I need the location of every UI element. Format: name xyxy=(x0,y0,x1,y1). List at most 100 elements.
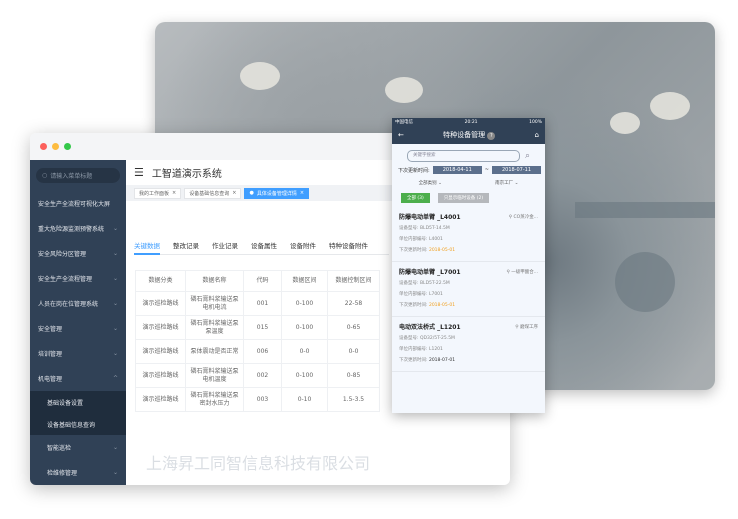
equipment-card[interactable]: 电动双法桥式 _L1201 ⚲ 磨煤工序 设备型号: QD32/5T-25.5M … xyxy=(392,317,545,372)
column-header: 代码 xyxy=(243,270,282,292)
table-cell: 0-100 xyxy=(281,363,328,388)
content-tab[interactable]: 整改记录 xyxy=(173,242,199,250)
table-cell: 0-0 xyxy=(327,339,380,364)
table-cell: 22-58 xyxy=(327,291,380,316)
table-cell: 演示巡检路线 xyxy=(135,387,186,412)
screen-title: 特种设备管理 xyxy=(443,131,486,139)
minimize-dot[interactable] xyxy=(52,143,59,150)
close-dot[interactable] xyxy=(40,143,47,150)
date-to[interactable]: 2018-07-11 xyxy=(491,166,542,174)
sidebar-item[interactable]: 机电管理 ^ xyxy=(38,375,118,383)
data-table: 数据分类 数据名称 代码 数据区间 数据控制区间 演示巡检路线 磷石膏料浆输送泵电机电流 00… xyxy=(135,270,380,412)
chevron-down-icon: ⌄ xyxy=(112,469,118,476)
table-row[interactable]: 演示巡检路线 磷石膏料浆输送泵密封水压力 003 0-10 1.5-3.5 xyxy=(135,387,380,412)
sidebar-item[interactable]: 智能巡检 ⌄ xyxy=(47,444,118,452)
column-header: 数据控制区间 xyxy=(327,270,380,292)
hamburger-icon[interactable]: ☰ xyxy=(134,166,144,179)
temporary-only-button[interactable]: 只显示临时设备 (2) xyxy=(437,193,490,203)
table-row[interactable]: 演示巡检路线 磷石膏料浆输送泵电机温度 002 0-100 0-85 xyxy=(135,363,380,388)
close-icon[interactable]: × xyxy=(172,190,177,196)
chevron-up-icon: ^ xyxy=(112,375,118,382)
search-icon: ○ xyxy=(42,172,48,179)
chevron-down-icon: ⌄ xyxy=(112,325,118,332)
search-icon[interactable]: ⌕ xyxy=(525,151,531,161)
table-cell: 磷石膏料浆输送泵电机温度 xyxy=(185,363,244,388)
table-cell: 演示巡检路线 xyxy=(135,363,186,388)
content-tabs: 关键数据 整改记录 作业记录 设备属性 设备附件 特种设备附件 xyxy=(134,240,389,255)
open-tab[interactable]: ● 具体设备管理详情 × xyxy=(244,187,310,199)
location-pin-icon: ⚲ xyxy=(506,270,510,275)
column-header: 数据区间 xyxy=(281,270,328,292)
equipment-card[interactable]: 防爆电动单臂 _L4001 ⚲ CO蒸冷金... 设备型号: BLD5T-14.5… xyxy=(392,207,545,262)
chevron-down-icon: ⌄ xyxy=(112,350,118,357)
close-icon[interactable]: × xyxy=(299,190,305,196)
menu-search-input[interactable]: ○ 请输入菜单标题 xyxy=(36,168,120,183)
equipment-name: 防爆电动单臂 _L4001 xyxy=(399,214,461,221)
table-cell: 0-10 xyxy=(281,387,328,412)
sidebar-subitem[interactable]: 基础设备设置 xyxy=(30,391,126,413)
column-header: 数据名称 xyxy=(185,270,244,292)
table-cell: 演示巡检路线 xyxy=(135,291,186,316)
all-button[interactable]: 全部 (3) xyxy=(401,193,430,203)
status-bar: 中国电信 20:21 100% xyxy=(392,118,545,126)
maximize-dot[interactable] xyxy=(64,143,71,150)
table-cell: 002 xyxy=(243,363,282,388)
sidebar-item[interactable]: 人员在岗在位管理系统 ⌄ xyxy=(38,300,118,308)
column-header: 数据分类 xyxy=(135,270,186,292)
desktop-window: ○ 请输入菜单标题 安全生产全流程可视化大屏 重大危险源监测预警系统 ⌄ 安全风险分区管… xyxy=(30,133,510,485)
table-cell: 磷石膏料浆输送泵密封水压力 xyxy=(185,387,244,412)
main-area: ☰ 工智道演示系统 我的工作面板 × 设备基础信息查询 × ● 具体设备管理详情 × 关键数据… xyxy=(126,160,510,485)
chevron-down-icon: ⌄ xyxy=(112,225,118,232)
nav-bar: ← 特种设备管理 ? ⌂ xyxy=(392,126,545,144)
help-icon[interactable]: ? xyxy=(487,132,496,140)
back-arrow-icon[interactable]: ← xyxy=(398,131,404,139)
open-tab[interactable]: 我的工作面板 × xyxy=(134,187,182,199)
type-filter[interactable]: 全部类别 ⌄ xyxy=(418,181,442,186)
open-tab[interactable]: 设备基础信息查询 × xyxy=(184,187,242,199)
chevron-down-icon: ⌄ xyxy=(112,300,118,307)
content-tab[interactable]: 设备附件 xyxy=(290,242,316,250)
keyword-search-input[interactable]: 关键字搜索 xyxy=(407,150,520,162)
date-from[interactable]: 2018-04-11 xyxy=(432,166,482,174)
table-row[interactable]: 演示巡检路线 泵体震动是否正常 006 0-0 0-0 xyxy=(135,339,380,364)
content-tab[interactable]: 作业记录 xyxy=(212,242,238,250)
sidebar: ○ 请输入菜单标题 安全生产全流程可视化大屏 重大危险源监测预警系统 ⌄ 安全风险分区管… xyxy=(30,160,126,485)
table-row[interactable]: 演示巡检路线 磷石膏料浆输送泵泵温度 015 0-100 0-65 xyxy=(135,315,380,340)
content-tab[interactable]: 特种设备附件 xyxy=(329,242,368,250)
sidebar-item[interactable]: 重大危险源监测预警系统 ⌄ xyxy=(38,225,118,233)
sidebar-item[interactable]: 培训管理 ⌄ xyxy=(38,350,118,358)
location-pin-icon: ⚲ xyxy=(508,215,513,220)
mobile-screen: 中国电信 20:21 100% ← 特种设备管理 ? ⌂ 关键字搜索 ⌕ 下次更新时… xyxy=(392,118,545,413)
site-filter[interactable]: 南京工厂 ⌄ xyxy=(495,181,519,186)
sidebar-item[interactable]: 检维修管理 ⌄ xyxy=(47,469,118,477)
chevron-down-icon: ⌄ xyxy=(112,250,118,257)
content-tab[interactable]: 设备属性 xyxy=(251,242,277,250)
table-cell: 泵体震动是否正常 xyxy=(185,339,244,364)
close-icon[interactable]: × xyxy=(232,190,237,196)
chevron-down-icon: ⌄ xyxy=(112,275,118,282)
equipment-name: 防爆电动单臂 _L7001 xyxy=(399,269,461,276)
home-icon[interactable]: ⌂ xyxy=(534,131,539,139)
table-cell: 003 xyxy=(243,387,282,412)
table-cell: 1.5-3.5 xyxy=(327,387,380,412)
table-cell: 001 xyxy=(243,291,282,316)
table-cell: 015 xyxy=(243,315,282,340)
sidebar-item[interactable]: 安全生产全流程管理 ⌄ xyxy=(38,275,118,283)
sidebar-item[interactable]: 安全管理 ⌄ xyxy=(38,325,118,333)
equipment-card[interactable]: 防爆电动单臂 _L7001 ⚲ 一级甲酸合... 设备型号: BLD5T-22.5… xyxy=(392,262,545,317)
table-cell: 演示巡检路线 xyxy=(135,339,186,364)
sidebar-item[interactable]: 安全生产全流程可视化大屏 xyxy=(38,201,111,208)
table-header-row: 数据分类 数据名称 代码 数据区间 数据控制区间 xyxy=(135,270,380,292)
content-tab[interactable]: 关键数据 xyxy=(134,240,160,255)
sidebar-subitem[interactable]: 设备基础信息查询 xyxy=(30,413,126,435)
location-pin-icon: ⚲ xyxy=(515,325,519,330)
table-cell: 006 xyxy=(243,339,282,364)
chevron-down-icon: ⌄ xyxy=(112,444,118,451)
table-cell: 0-100 xyxy=(281,291,328,316)
table-row[interactable]: 演示巡检路线 磷石膏料浆输送泵电机电流 001 0-100 22-58 xyxy=(135,291,380,316)
equipment-name: 电动双法桥式 _L1201 xyxy=(399,324,461,331)
table-cell: 演示巡检路线 xyxy=(135,315,186,340)
sidebar-item[interactable]: 安全风险分区管理 ⌄ xyxy=(38,250,118,258)
table-cell: 0-65 xyxy=(327,315,380,340)
table-cell: 0-100 xyxy=(281,315,328,340)
